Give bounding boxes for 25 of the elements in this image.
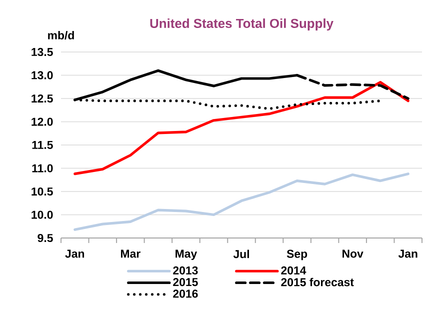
legend-label: 2014: [281, 266, 306, 274]
x-tick-label: Jan: [65, 250, 84, 258]
x-tick-label: May: [176, 250, 198, 260]
y-tick-label: 11.0: [32, 164, 53, 172]
x-tick-label: Sep: [286, 250, 308, 260]
chart-title: United States Total Oil Supply: [150, 18, 334, 31]
x-tick-label: Jul: [233, 250, 249, 258]
x-tick-label: Jan: [398, 250, 418, 258]
legend-label: 2013: [173, 266, 198, 274]
legend-label: 2016: [173, 290, 198, 298]
y-tick-label: 10.0: [32, 210, 53, 219]
legend-label: 2015 forecast: [281, 278, 354, 286]
y-tick-label: 11.5: [32, 141, 53, 149]
y-tick-label: 10.5: [32, 187, 53, 196]
x-tick-label: Mar: [121, 250, 140, 258]
y-tick-label: 12.5: [32, 94, 53, 103]
y-tick-label: 13.0: [32, 71, 53, 80]
x-tick-label: Nov: [342, 250, 364, 258]
y-axis-title: mb/d: [48, 30, 74, 40]
line-series: [74, 80, 410, 176]
legend-label: 2015: [173, 278, 198, 286]
line-series: [74, 172, 410, 231]
y-tick-label: 12.0: [32, 118, 53, 126]
y-tick-label: 9.5: [38, 234, 53, 242]
y-tick-label: 13.5: [32, 48, 53, 56]
